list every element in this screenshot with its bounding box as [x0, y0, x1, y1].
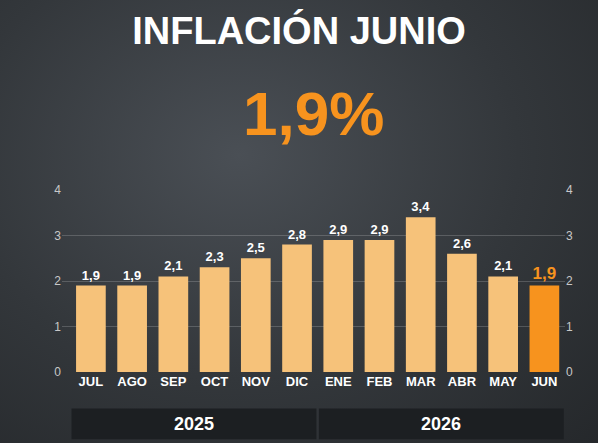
svg-text:2: 2 — [54, 274, 61, 288]
svg-text:2,6: 2,6 — [453, 236, 471, 251]
svg-text:JUN: JUN — [531, 374, 557, 389]
svg-text:JUL: JUL — [79, 374, 104, 389]
svg-text:0: 0 — [566, 365, 573, 379]
svg-text:SEP: SEP — [160, 374, 186, 389]
svg-text:2,3: 2,3 — [206, 249, 224, 264]
svg-text:3: 3 — [566, 229, 573, 243]
svg-text:1,9: 1,9 — [533, 264, 557, 283]
svg-text:2,1: 2,1 — [164, 258, 182, 273]
svg-text:2025: 2025 — [174, 414, 214, 434]
svg-text:1,9: 1,9 — [123, 268, 141, 283]
svg-text:1: 1 — [566, 320, 573, 334]
svg-text:MAY: MAY — [489, 374, 517, 389]
svg-text:3,4: 3,4 — [411, 199, 430, 214]
svg-text:FEB: FEB — [366, 374, 392, 389]
svg-text:4: 4 — [566, 183, 573, 197]
svg-text:NOV: NOV — [242, 374, 270, 389]
svg-text:2026: 2026 — [421, 414, 461, 434]
svg-text:ENE: ENE — [325, 374, 352, 389]
svg-text:4: 4 — [54, 183, 61, 197]
svg-text:1,9: 1,9 — [82, 268, 100, 283]
svg-text:INFLACIÓN JUNIO: INFLACIÓN JUNIO — [132, 9, 466, 52]
svg-text:1,9%: 1,9% — [243, 79, 384, 148]
svg-text:DIC: DIC — [286, 374, 309, 389]
svg-text:ABR: ABR — [448, 374, 477, 389]
svg-text:3: 3 — [54, 229, 61, 243]
svg-text:0: 0 — [54, 365, 61, 379]
svg-text:2,9: 2,9 — [370, 222, 388, 237]
svg-text:OCT: OCT — [201, 374, 229, 389]
svg-text:2,8: 2,8 — [288, 227, 306, 242]
svg-text:2,1: 2,1 — [494, 258, 512, 273]
svg-text:AGO: AGO — [117, 374, 147, 389]
svg-text:2,5: 2,5 — [247, 240, 265, 255]
svg-text:MAR: MAR — [406, 374, 436, 389]
svg-text:1: 1 — [54, 320, 61, 334]
svg-text:2: 2 — [566, 274, 573, 288]
svg-text:2,9: 2,9 — [329, 222, 347, 237]
